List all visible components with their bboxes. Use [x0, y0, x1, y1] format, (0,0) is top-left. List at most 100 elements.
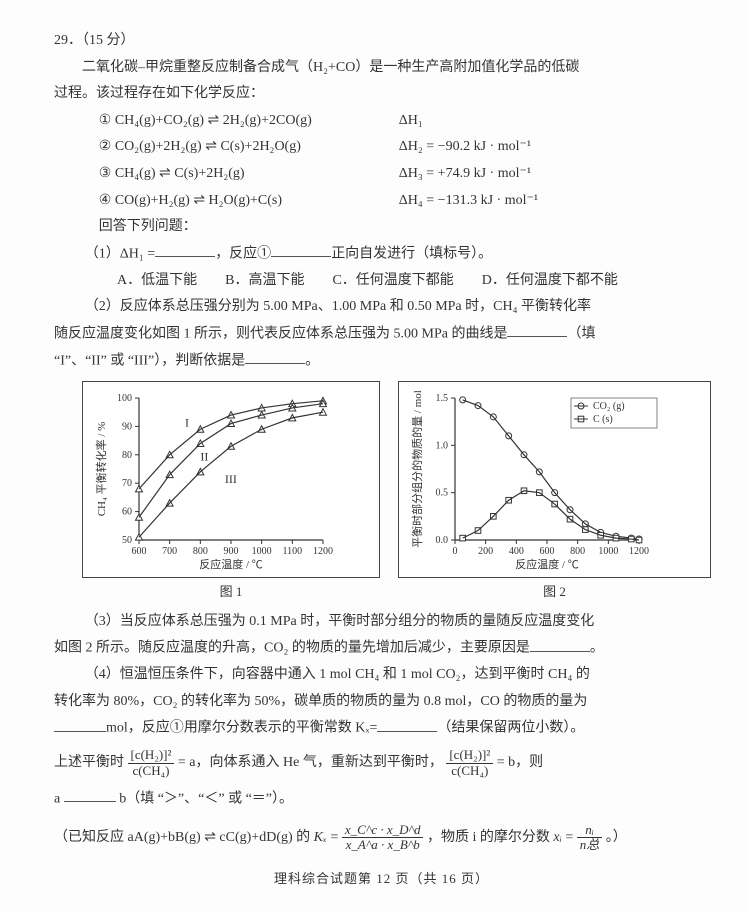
part-3-l1: （3）当反应体系总压强为 0.1 MPa 时，平衡时部分组分的物质的量随反应温度…	[54, 609, 709, 636]
figure-1-caption: 图 1	[82, 580, 380, 605]
svg-text:800: 800	[193, 546, 208, 557]
kx-den: x_A^a · x_B^b	[342, 838, 424, 852]
p1-c: 正向自发进行（填标号）。	[331, 246, 492, 261]
eq4-left: ④ CO(g)+H₂(g) ⇌ H₂O(g)+C(s)	[99, 188, 399, 215]
p6-a: a	[54, 791, 64, 806]
p2-e: 。	[305, 353, 319, 368]
svg-text:600: 600	[132, 546, 147, 557]
svg-text:1.0: 1.0	[436, 440, 449, 451]
svg-text:反应温度 / ℃: 反应温度 / ℃	[199, 557, 263, 571]
p5-pre: 上述平衡时	[54, 755, 124, 770]
svg-text:800: 800	[570, 546, 585, 557]
frac-b: [c(H₂)]²c(CH₄)	[446, 748, 493, 778]
part-3-l2: 如图 2 所示。随反应温度的升高，CO₂ 的物质的量先增加后减少，主要原因是 。	[54, 635, 709, 662]
blank-direction	[271, 241, 331, 257]
eq1-left: ① CH₄(g)+CO₂(g) ⇌ 2H₂(g)+2CO(g)	[99, 108, 399, 135]
part-4-l3: mol，反应①用摩尔分数表示的平衡常数 Kₓ= （结果保留两位小数）。	[54, 715, 709, 742]
svg-text:III: III	[225, 472, 237, 486]
svg-text:1000: 1000	[598, 546, 618, 557]
svg-text:1100: 1100	[283, 546, 303, 557]
svg-text:70: 70	[122, 478, 132, 489]
answer-heading: 回答下列问题：	[54, 214, 709, 241]
question-number: 29．（15 分）	[54, 28, 709, 55]
svg-text:0.5: 0.5	[436, 488, 449, 499]
blank-dh1	[155, 241, 215, 257]
svg-text:60: 60	[122, 506, 132, 517]
xi-den: n总	[577, 838, 603, 852]
part-2-l3: “I”、“II” 或 “III”），判断依据是 。	[54, 348, 709, 375]
intro-line-1: 二氧化碳–甲烷重整反应制备合成气（H₂+CO）是一种生产高附加值化学品的低碳	[54, 55, 709, 82]
svg-text:100: 100	[117, 393, 132, 404]
figure-2-caption: 图 2	[398, 580, 711, 605]
p2-d: “I”、“II” 或 “III”），判断依据是	[54, 353, 245, 368]
svg-text:50: 50	[122, 535, 132, 546]
p1-a: （1）ΔH₁ =	[85, 246, 155, 261]
svg-text:1000: 1000	[252, 546, 272, 557]
svg-text:900: 900	[224, 546, 239, 557]
blank-mol	[54, 715, 106, 731]
eq4-right: ΔH₄ = −131.3 kJ · mol⁻¹	[399, 188, 538, 215]
eq3-right: ΔH₃ = +74.9 kJ · mol⁻¹	[399, 161, 531, 188]
p5-b: = b，则	[497, 755, 543, 770]
blank-reason-3	[530, 635, 590, 651]
eq3-left: ③ CH₄(g) ⇌ C(s)+2H₂(g)	[99, 161, 399, 188]
svg-text:80: 80	[122, 450, 132, 461]
svg-text:1200: 1200	[313, 546, 333, 557]
svg-text:90: 90	[122, 421, 132, 432]
p2-c: （填	[567, 326, 595, 341]
blank-compare	[64, 786, 116, 802]
svg-text:700: 700	[162, 546, 177, 557]
svg-text:0: 0	[453, 546, 458, 557]
xi-num: nᵢ	[577, 823, 603, 838]
p2-b: 随反应温度变化如图 1 所示，则代表反应体系总压强为 5.00 MPa 的曲线是	[54, 326, 507, 341]
svg-text:1.5: 1.5	[436, 393, 449, 404]
svg-text:I: I	[185, 415, 189, 429]
svg-text:C (s): C (s)	[593, 414, 613, 425]
figure-1: 600 700 800 900 1000 1100 1200 50 60 70 80 90 100 反应温…	[82, 381, 380, 578]
svg-text:CO₂ (g): CO₂ (g)	[593, 401, 625, 412]
equation-4: ④ CO(g)+H₂(g) ⇌ H₂O(g)+C(s) ΔH₄ = −131.3…	[54, 188, 709, 215]
part-4-l2: 转化率为 80%，CO₂ 的转化率为 50%，碳单质的物质的量为 0.8 mol…	[54, 689, 709, 716]
p4-d: （结果保留两位小数）。	[437, 721, 584, 736]
svg-text:0.0: 0.0	[436, 535, 449, 546]
frac-b-num: [c(H₂)]²	[446, 748, 493, 763]
svg-text:400: 400	[509, 546, 524, 557]
options-abcd: A．低温下能 B．高温下能 C．任何温度下都能 D．任何温度下都不能	[54, 268, 709, 295]
svg-text:II: II	[200, 449, 208, 463]
figure-1-wrap: 600 700 800 900 1000 1100 1200 50 60 70 80 90 100 反应温…	[82, 381, 380, 605]
p1-b: ，反应①	[215, 246, 271, 261]
svg-text:200: 200	[478, 546, 493, 557]
hint-pre: （已知反应 aA(g)+bB(g) ⇌ cC(g)+dD(g) 的	[54, 830, 314, 845]
p5-a: = a，向体系通入 He 气，重新达到平衡时，	[178, 755, 443, 770]
page-footer: 理科综合试题第 12 页（共 16 页）	[54, 867, 709, 892]
p3-b: 如图 2 所示。随反应温度的升高，CO₂ 的物质的量先增加后减少，主要原因是	[54, 641, 530, 656]
intro-line-2: 过程。该过程存在如下化学反应：	[54, 81, 709, 108]
frac-a-den: c(CH₄)	[128, 764, 175, 778]
part-4-l1: （4）恒温恒压条件下，向容器中通入 1 mol CH₄ 和 1 mol CO₂，…	[54, 662, 709, 689]
kx-num: x_C^c · x_D^d	[342, 823, 424, 838]
svg-text:1200: 1200	[629, 546, 649, 557]
hint-end: 。）	[606, 830, 627, 845]
hint: （已知反应 aA(g)+bB(g) ⇌ cC(g)+dD(g) 的 Kₓ = x…	[54, 823, 709, 853]
frac-kx: x_C^c · x_D^dx_A^a · x_B^b	[342, 823, 424, 853]
svg-text:600: 600	[540, 546, 555, 557]
p3-c: 。	[590, 641, 604, 656]
frac-xi: nᵢn总	[577, 823, 603, 853]
part-6: a b（填 “＞”、“＜” 或 “＝”）。	[54, 786, 709, 813]
hint-mid: ，物质 i 的摩尔分数	[427, 830, 553, 845]
p4-c: mol，反应①用摩尔分数表示的平衡常数 Kₓ=	[106, 721, 377, 736]
svg-text:反应温度 / ℃: 反应温度 / ℃	[515, 557, 579, 571]
equation-2: ② CO₂(g)+2H₂(g) ⇌ C(s)+2H₂O(g) ΔH₂ = −90…	[54, 134, 709, 161]
eq2-right: ΔH₂ = −90.2 kJ · mol⁻¹	[399, 134, 531, 161]
frac-b-den: c(CH₄)	[446, 764, 493, 778]
part-5: 上述平衡时 [c(H₂)]²c(CH₄) = a，向体系通入 He 气，重新达到…	[54, 748, 709, 778]
part-1: （1）ΔH₁ = ，反应① 正向自发进行（填标号）。	[54, 241, 709, 268]
xi-sym: xᵢ	[553, 830, 561, 845]
svg-text:CH₄ 平衡转化率 / %: CH₄ 平衡转化率 / %	[94, 422, 108, 517]
part-2-l1: （2）反应体系总压强分别为 5.00 MPa、1.00 MPa 和 0.50 M…	[54, 294, 709, 321]
eq1-right: ΔH₁	[399, 108, 423, 135]
svg-text:平衡时部分组分的物质的量 / mol: 平衡时部分组分的物质的量 / mol	[410, 390, 424, 548]
blank-reason	[245, 348, 305, 364]
equation-1: ① CH₄(g)+CO₂(g) ⇌ 2H₂(g)+2CO(g) ΔH₁	[54, 108, 709, 135]
part-2-l2: 随反应温度变化如图 1 所示，则代表反应体系总压强为 5.00 MPa 的曲线是…	[54, 321, 709, 348]
